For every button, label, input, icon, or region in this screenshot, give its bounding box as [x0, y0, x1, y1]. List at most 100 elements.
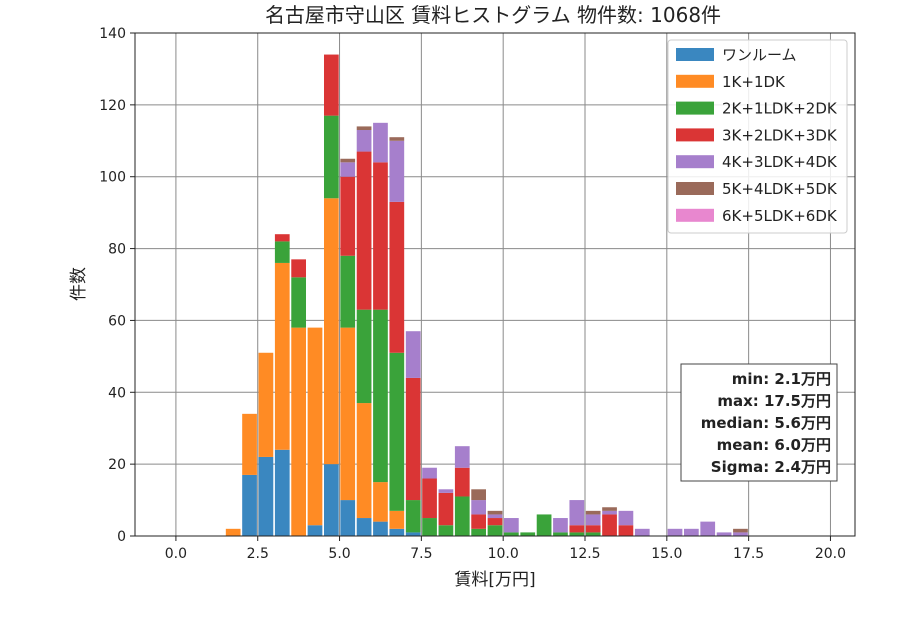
bar-4-bin-10	[373, 162, 388, 310]
bar-4-bin-13	[422, 478, 437, 519]
bar-5-bin-16	[471, 500, 486, 515]
bar-3-bin-10	[373, 309, 388, 483]
bar-5-bin-30	[716, 532, 732, 536]
bar-6-bin-16	[471, 489, 486, 501]
legend-swatch	[676, 128, 714, 142]
bar-4-bin-25	[618, 525, 634, 536]
x-tick-label: 10.0	[488, 546, 519, 562]
bar-3-bin-7	[324, 115, 339, 199]
bar-4-bin-17	[487, 518, 503, 526]
bar-4-bin-23	[585, 525, 601, 533]
bar-1-bin-9	[356, 518, 372, 536]
legend: ワンルーム 1K+1DK 2K+1LDK+2DK 3K+2LDK+3DK 4K+3LDK…	[667, 39, 848, 234]
bar-4-bin-15	[454, 467, 470, 497]
x-tick-label: 0.0	[165, 546, 187, 562]
bar-3-bin-13	[422, 518, 437, 536]
stats-line: max: 17.5万円	[717, 392, 831, 410]
bar-5-bin-25	[618, 510, 634, 526]
legend-label: 1K+1DK	[722, 73, 786, 91]
stats-line: Sigma: 2.4万円	[711, 458, 831, 476]
bar-4-bin-24	[602, 514, 617, 536]
bar-1-bin-11	[389, 528, 405, 536]
bar-3-bin-23	[585, 532, 601, 536]
bar-5-bin-27	[667, 528, 683, 536]
y-axis-label: 件数	[69, 267, 89, 301]
histogram-bars	[225, 54, 748, 536]
bar-5-bin-9	[356, 130, 372, 152]
bar-2-bin-2	[242, 413, 257, 475]
stats-line: mean: 6.0万円	[717, 436, 831, 454]
legend-label: 5K+4LDK+5DK	[722, 180, 838, 198]
bar-5-bin-31	[733, 532, 748, 536]
bar-3-bin-15	[454, 496, 470, 536]
bar-2-bin-5	[291, 327, 306, 536]
bar-6-bin-24	[602, 507, 617, 511]
bar-5-bin-21	[553, 518, 568, 533]
y-tick-label: 20	[108, 457, 126, 473]
bar-3-bin-12	[405, 500, 421, 533]
bar-6-bin-23	[585, 510, 601, 515]
bar-5-bin-29	[700, 521, 716, 536]
bar-4-bin-11	[389, 201, 405, 353]
bar-4-bin-8	[340, 176, 356, 256]
legend-label: 4K+3LDK+4DK	[722, 153, 838, 171]
bar-3-bin-18	[504, 532, 519, 536]
bar-2-bin-9	[356, 403, 372, 519]
bar-6-bin-8	[340, 158, 356, 163]
bar-5-bin-28	[684, 528, 699, 536]
x-tick-label: 12.5	[569, 546, 600, 562]
x-axis-label: 賃料[万円]	[454, 570, 535, 590]
bar-3-bin-19	[520, 532, 536, 536]
bar-2-bin-4	[274, 262, 290, 450]
bar-3-bin-22	[569, 532, 585, 536]
bar-3-bin-21	[553, 532, 568, 536]
bar-4-bin-7	[324, 54, 339, 116]
bar-2-bin-8	[340, 327, 356, 501]
bar-1-bin-7	[324, 464, 339, 536]
bar-5-bin-10	[373, 122, 388, 163]
bar-1-bin-12	[405, 532, 421, 536]
bar-4-bin-9	[356, 151, 372, 310]
x-tick-label: 20.0	[815, 546, 846, 562]
y-tick-label: 0	[117, 529, 126, 545]
y-tick-label: 120	[99, 98, 126, 114]
bar-2-bin-7	[324, 198, 339, 465]
y-tick-label: 60	[108, 313, 126, 329]
bar-6-bin-31	[733, 528, 748, 533]
legend-label: ワンルーム	[722, 46, 797, 64]
legend-swatch	[676, 208, 714, 222]
y-tick-label: 140	[99, 26, 126, 42]
bar-3-bin-9	[356, 309, 372, 404]
bar-1-bin-2	[242, 474, 257, 536]
stats-box-frame	[680, 363, 838, 482]
bar-4-bin-14	[438, 492, 454, 526]
bar-5-bin-15	[454, 446, 470, 468]
legend-swatch	[676, 48, 714, 61]
bar-6-bin-9	[356, 126, 372, 131]
bar-2-bin-6	[307, 327, 323, 526]
bar-3-bin-5	[291, 277, 306, 328]
bar-1-bin-10	[373, 521, 388, 536]
y-tick-label: 80	[108, 242, 126, 258]
bar-3-bin-4	[274, 241, 290, 263]
bar-3-bin-16	[471, 528, 486, 536]
bar-4-bin-5	[291, 259, 306, 278]
bar-1-bin-8	[340, 500, 356, 536]
x-tick-label: 17.5	[733, 546, 764, 562]
y-tick-label: 40	[108, 385, 126, 401]
bar-5-bin-14	[438, 489, 454, 493]
legend-label: 2K+1LDK+2DK	[722, 100, 838, 118]
bar-6-bin-11	[389, 137, 405, 141]
legend-swatch	[676, 155, 714, 169]
bar-5-bin-11	[389, 140, 405, 202]
bar-5-bin-26	[634, 528, 650, 536]
x-tick-label: 7.5	[410, 546, 432, 562]
legend-label: 3K+2LDK+3DK	[722, 126, 838, 144]
bar-5-bin-8	[340, 162, 356, 177]
bar-3-bin-11	[389, 352, 405, 511]
legend-swatch	[676, 74, 714, 88]
x-tick-label: 5.0	[328, 546, 350, 562]
bar-1-bin-6	[307, 525, 323, 536]
bar-6-bin-17	[487, 510, 503, 515]
